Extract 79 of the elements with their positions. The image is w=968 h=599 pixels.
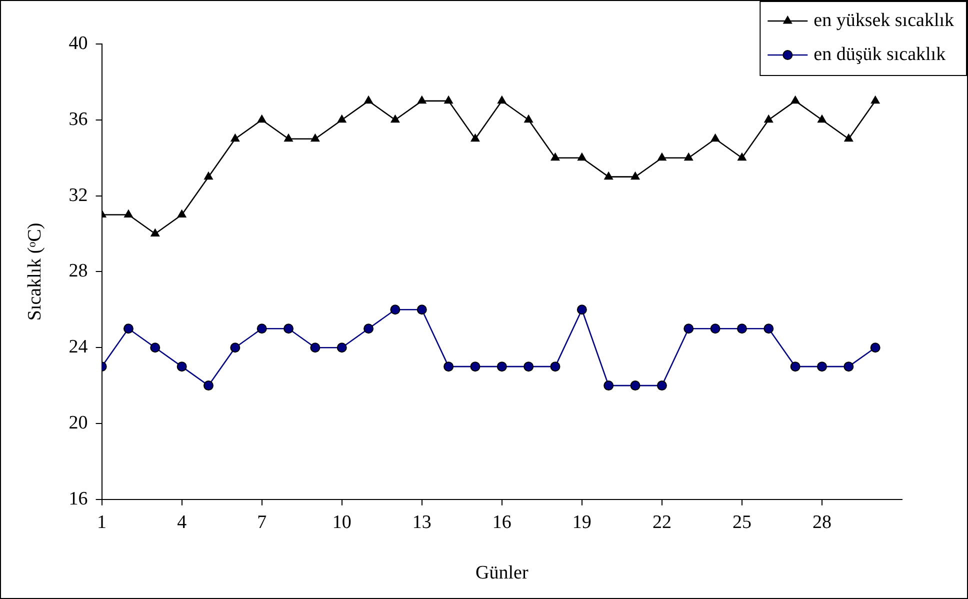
point [496,362,507,372]
point [710,324,720,334]
point [738,152,746,161]
point [390,304,400,315]
x-tick-label: 19 [572,512,592,533]
point [124,210,133,218]
point [710,134,720,142]
point [844,362,854,372]
point [524,114,533,123]
y-tick-label: 28 [68,260,88,282]
x-tick-label: 25 [732,512,752,533]
point [336,342,347,353]
y-tick-label: 16 [68,488,88,510]
x-tick-label: 22 [652,512,672,533]
point [390,114,400,123]
point [844,134,854,142]
point [470,362,480,372]
y-tick-label: 20 [68,412,88,434]
legend-label: en yüksek sıcaklık [814,10,954,31]
y-tick-label: 24 [68,336,88,358]
point [176,362,187,372]
point [818,114,826,123]
point [417,96,426,104]
point [550,152,560,161]
point [470,134,480,142]
point [870,342,880,353]
y-tick-label: 36 [68,108,88,130]
point [576,304,587,315]
point [416,304,427,315]
point [284,324,294,334]
point [230,342,240,353]
point [364,324,374,334]
point [684,324,694,334]
point [444,362,454,372]
point [656,380,667,391]
x-tick-label: 13 [412,512,432,533]
point [604,172,613,180]
x-tick-label: 7 [257,512,267,533]
point [150,342,160,353]
point [310,342,320,353]
point [816,362,827,372]
point [790,362,800,372]
point [498,96,506,104]
point [870,96,880,104]
point [310,134,320,142]
point [736,324,747,334]
point [550,362,560,372]
point [177,210,186,218]
point [790,96,800,104]
y-axis-title: Sıcaklık (ᵒC) [24,222,46,321]
point [578,152,586,161]
point [284,134,293,142]
point [604,380,614,391]
y-tick-label: 40 [68,32,88,54]
point [444,96,453,104]
y-tick-label: 32 [68,184,88,206]
x-tick-label: 4 [177,512,188,533]
x-tick-label: 10 [332,512,352,533]
x-tick-label: 28 [812,512,832,533]
point [150,228,160,236]
point [256,324,267,334]
point [764,324,774,334]
point [257,114,266,123]
x-axis-title: Günler [476,562,529,584]
legend-label: en düşük sıcaklık [814,44,946,65]
point [123,324,134,334]
x-tick-label: 1 [97,512,107,533]
point [630,172,640,180]
point [364,96,373,104]
point [337,114,346,123]
x-tick-label: 16 [492,512,512,533]
point [230,134,240,142]
point [684,152,694,161]
point [204,172,213,180]
point [630,380,640,391]
point [524,362,534,372]
point [764,114,774,123]
point [658,152,666,161]
point [203,380,214,391]
